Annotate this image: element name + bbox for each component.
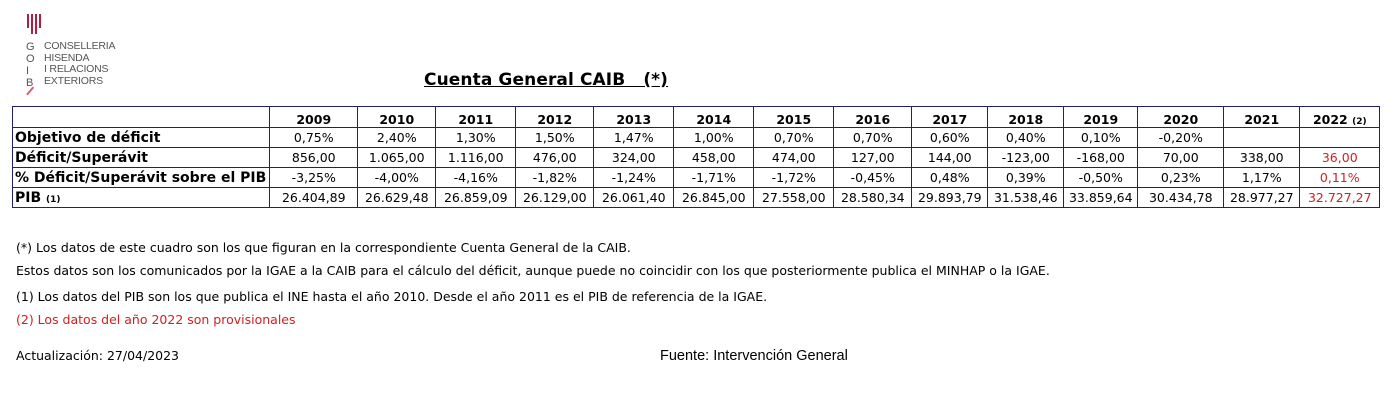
table-cell: 1.065,00 bbox=[357, 147, 437, 168]
table-cell: -1,82% bbox=[515, 167, 595, 188]
table-cell: 856,00 bbox=[269, 147, 359, 168]
year-header-2017: 2017 bbox=[911, 106, 989, 128]
year-header-2013: 2013 bbox=[593, 106, 675, 128]
table-cell: 29.893,79 bbox=[911, 187, 989, 208]
year-header-2012: 2012 bbox=[515, 106, 595, 128]
table-cell: 0,11% bbox=[1299, 167, 1381, 188]
table-cell: 0,70% bbox=[753, 127, 835, 148]
table-cell: 33.859,64 bbox=[1063, 187, 1139, 208]
year-header-2015: 2015 bbox=[753, 106, 835, 128]
table-cell: 1,17% bbox=[1223, 167, 1301, 188]
year-header-2009: 2009 bbox=[269, 106, 359, 128]
table-cell: 476,00 bbox=[515, 147, 595, 168]
table-cell: 0,48% bbox=[911, 167, 989, 188]
table-cell: 26.404,89 bbox=[269, 187, 359, 208]
table-cell: 0,70% bbox=[833, 127, 913, 148]
header-blank-cell bbox=[11, 106, 271, 128]
table-cell: 36,00 bbox=[1299, 147, 1381, 168]
goib-logo: G O I B CONSELLERIA HISENDA I RELACIONS … bbox=[22, 14, 132, 104]
table-cell: -123,00 bbox=[987, 147, 1065, 168]
row-label: Déficit/Superávit bbox=[11, 147, 271, 168]
table-cell: 1,47% bbox=[593, 127, 675, 148]
table-cell: 26.129,00 bbox=[515, 187, 595, 208]
page-title: Cuenta General CAIB (*) bbox=[424, 70, 669, 90]
table-cell: 32.727,27 bbox=[1299, 187, 1381, 208]
table-cell: 0,39% bbox=[987, 167, 1065, 188]
table-cell: 26.845,00 bbox=[673, 187, 755, 208]
goib-letters: G O I B bbox=[26, 41, 35, 89]
table-cell: 0,10% bbox=[1063, 127, 1139, 148]
year-header-2019: 2019 bbox=[1063, 106, 1139, 128]
table-cell: 2,40% bbox=[357, 127, 437, 148]
table-cell: 1.116,00 bbox=[435, 147, 517, 168]
table-cell: 26.859,09 bbox=[435, 187, 517, 208]
year-note: (2) bbox=[1352, 117, 1367, 127]
table-cell bbox=[1299, 127, 1381, 148]
year-header-2022: 2022 (2) bbox=[1299, 106, 1381, 128]
table-cell: 31.538,46 bbox=[987, 187, 1065, 208]
table-row: Déficit/Superávit 856,00 1.065,00 1.116,00 4… bbox=[11, 147, 1381, 168]
table-cell: 0,75% bbox=[269, 127, 359, 148]
year-header-2020: 2020 bbox=[1137, 106, 1225, 128]
conselleria-name: CONSELLERIA HISENDA I RELACIONS EXTERIOR… bbox=[44, 40, 116, 87]
year-header-2021: 2021 bbox=[1223, 106, 1301, 128]
table-cell: -4,00% bbox=[357, 167, 437, 188]
deficit-table: 2009 2010 2011 2012 2013 2014 2015 2016 2017 2018… bbox=[11, 106, 1381, 208]
table-cell: 0,40% bbox=[987, 127, 1065, 148]
note-asterisk: (*) Los datos de este cuadro son los que… bbox=[16, 240, 631, 255]
table-cell: 0,60% bbox=[911, 127, 989, 148]
year-header-2010: 2010 bbox=[357, 106, 437, 128]
table-cell: -1,24% bbox=[593, 167, 675, 188]
table-cell: 26.061,40 bbox=[593, 187, 675, 208]
source-label: Fuente: Intervención General bbox=[660, 348, 848, 364]
goib-emblem-icon bbox=[27, 14, 43, 34]
table-cell: 1,00% bbox=[673, 127, 755, 148]
table-cell: -1,71% bbox=[673, 167, 755, 188]
year-header-2011: 2011 bbox=[435, 106, 517, 128]
row-label: Objetivo de déficit bbox=[11, 127, 271, 148]
table-cell: -0,45% bbox=[833, 167, 913, 188]
table-row: Objetivo de déficit 0,75% 2,40% 1,30% 1,50% 1… bbox=[11, 127, 1381, 148]
table-cell: 28.977,27 bbox=[1223, 187, 1301, 208]
table-cell: -3,25% bbox=[269, 167, 359, 188]
table-cell: 474,00 bbox=[753, 147, 835, 168]
year-header-2016: 2016 bbox=[833, 106, 913, 128]
table-cell: 458,00 bbox=[673, 147, 755, 168]
table-cell: 127,00 bbox=[833, 147, 913, 168]
year-header-2014: 2014 bbox=[673, 106, 755, 128]
table-cell: 324,00 bbox=[593, 147, 675, 168]
table-cell: -0,20% bbox=[1137, 127, 1225, 148]
table-cell bbox=[1223, 127, 1301, 148]
table-cell: 30.434,78 bbox=[1137, 187, 1225, 208]
row-label: % Déficit/Superávit sobre el PIB bbox=[11, 167, 271, 188]
table-row: % Déficit/Superávit sobre el PIB -3,25% -4… bbox=[11, 167, 1381, 188]
table-cell: 28.580,34 bbox=[833, 187, 913, 208]
table-cell: -168,00 bbox=[1063, 147, 1139, 168]
note-1-pib: (1) Los datos del PIB son los que public… bbox=[16, 289, 768, 304]
table-cell: -4,16% bbox=[435, 167, 517, 188]
row-note: (1) bbox=[46, 194, 61, 205]
year-header-2018: 2018 bbox=[987, 106, 1065, 128]
table-cell: 338,00 bbox=[1223, 147, 1301, 168]
table-cell: 144,00 bbox=[911, 147, 989, 168]
table-cell: -1,72% bbox=[753, 167, 835, 188]
note-source-igae: Estos datos son los comunicados por la I… bbox=[16, 263, 1050, 278]
table-cell: 1,30% bbox=[435, 127, 517, 148]
table-cell: 70,00 bbox=[1137, 147, 1225, 168]
updated-date: Actualización: 27/04/2023 bbox=[16, 348, 180, 363]
table-cell: 27.558,00 bbox=[753, 187, 835, 208]
row-label: PIB (1) bbox=[11, 187, 271, 208]
note-2-provisional: (2) Los datos del año 2022 son provision… bbox=[16, 312, 296, 327]
table-cell: 26.629,48 bbox=[357, 187, 437, 208]
table-header-row: 2009 2010 2011 2012 2013 2014 2015 2016 2017 2018… bbox=[11, 106, 1381, 128]
table-cell: 1,50% bbox=[515, 127, 595, 148]
table-cell: -0,50% bbox=[1063, 167, 1139, 188]
table-cell: 0,23% bbox=[1137, 167, 1225, 188]
table-row: PIB (1) 26.404,89 26.629,48 26.859,09 26.129… bbox=[11, 187, 1381, 208]
